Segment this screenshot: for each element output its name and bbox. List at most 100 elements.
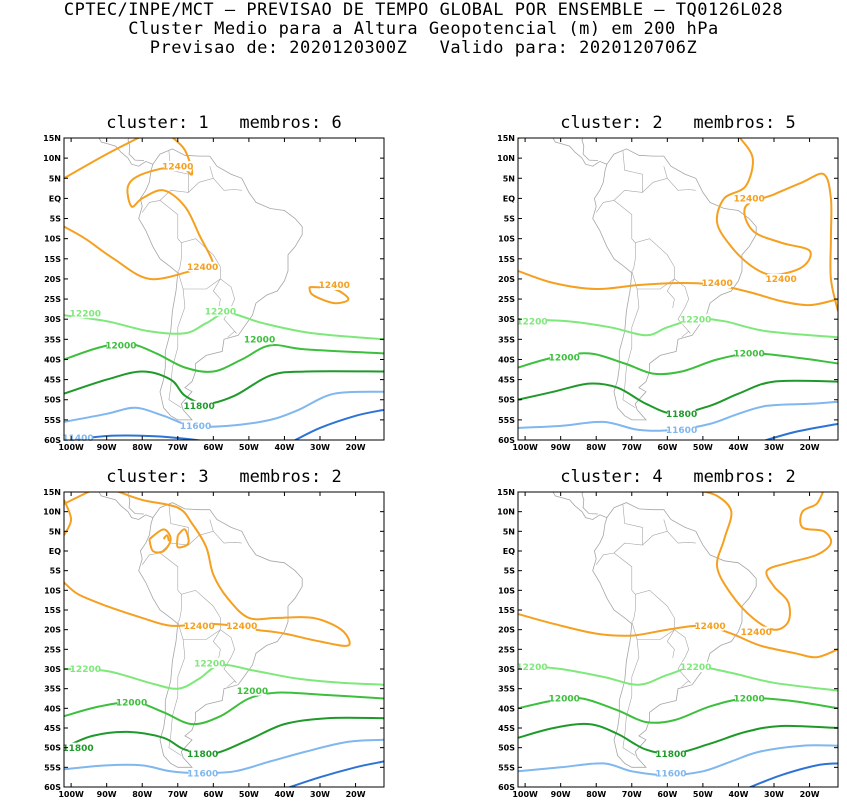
country-border <box>159 150 189 201</box>
lon-tick-label: 70W <box>168 790 188 799</box>
lon-tick-label: 90W <box>97 790 117 799</box>
country-border <box>177 594 182 623</box>
lon-tick-label: 100W <box>58 443 84 452</box>
lon-tick-label: 60W <box>203 443 223 452</box>
lon-tick-label: 60W <box>203 790 223 799</box>
contour-label: 12000 <box>116 699 147 709</box>
contour-line-11600 <box>518 744 838 777</box>
country-border <box>188 166 214 193</box>
contour-line-12400 <box>64 138 215 281</box>
country-border <box>168 639 186 756</box>
country-border <box>666 278 675 308</box>
contour-label: 12000 <box>733 350 764 360</box>
contour-line-12400 <box>715 138 838 312</box>
lat-tick-label: 35S <box>44 335 61 344</box>
contour-label: 12400 <box>162 162 193 172</box>
lat-tick-label: 15S <box>44 606 61 615</box>
lon-tick-label: 70W <box>622 443 642 452</box>
contour-label: 11600 <box>180 422 211 432</box>
lat-tick-label: 55S <box>498 763 515 772</box>
lat-tick-label: 15N <box>497 134 515 143</box>
lat-tick-label: 5N <box>49 174 61 183</box>
contour-line-12400 <box>64 492 351 647</box>
contour-line-12400 <box>176 528 190 549</box>
contour-label: 11400 <box>62 434 93 444</box>
lat-tick-label: 25S <box>44 295 61 304</box>
contour-label: 12200 <box>70 665 101 675</box>
lat-tick-label: 10S <box>498 586 515 595</box>
contour-line-12000 <box>64 691 384 726</box>
contour-line-11600 <box>64 738 384 775</box>
coastline-layer <box>98 138 303 421</box>
country-border <box>213 178 242 191</box>
axis-ticks: 15N 10N 5N EQ 5S 10S 15S 20S 25S 30S 35S 40S 45S 50S 5… <box>43 134 384 452</box>
lat-tick-label: 25S <box>498 645 515 654</box>
panel-1-title: cluster: 1 membros: 6 <box>106 113 342 133</box>
contour-label: 12200 <box>516 317 547 327</box>
contour-label: 12200 <box>194 659 225 669</box>
lat-tick-label: EQ <box>503 547 515 556</box>
contour-label: 12400 <box>741 628 772 638</box>
lon-tick-label: 30W <box>310 790 330 799</box>
contour-label: 12200 <box>70 309 101 319</box>
panel-3-title: cluster: 3 membros: 2 <box>106 467 342 487</box>
coastline-layer <box>98 492 303 768</box>
lon-tick-label: 50W <box>239 443 259 452</box>
map-frame <box>517 137 839 441</box>
lat-tick-label: 10N <box>497 154 515 163</box>
coastline-south-america <box>592 502 757 768</box>
lat-tick-label: 30S <box>44 315 61 324</box>
lat-tick-label: 25S <box>498 295 515 304</box>
lon-tick-label: 70W <box>622 790 642 799</box>
lat-tick-label: 40S <box>498 355 515 364</box>
lat-tick-label: 50S <box>44 744 61 753</box>
lat-tick-label: 55S <box>498 416 515 425</box>
lon-tick-label: 30W <box>764 790 784 799</box>
country-border <box>631 242 636 272</box>
lon-tick-label: 50W <box>693 443 713 452</box>
contour-line-12400 <box>148 528 172 554</box>
contour-label: 11800 <box>187 750 218 760</box>
lon-tick-label: 100W <box>512 790 538 799</box>
contour-label: 12400 <box>765 275 796 285</box>
lat-tick-label: 15S <box>498 255 515 264</box>
lat-tick-label: 40S <box>44 355 61 364</box>
axis-ticks: 15N 10N 5N EQ 5S 10S 15S 20S 25S 30S 35S 40S 45S 50S 5… <box>497 488 838 799</box>
country-border <box>212 278 221 308</box>
lat-tick-label: 35S <box>498 685 515 694</box>
contour-layer <box>64 492 384 787</box>
contour-label: 12200 <box>205 307 236 317</box>
contour-labels: 12400 12400 12400 12200 12200 12000 12000 11800… <box>516 193 797 436</box>
contour-line-11800 <box>64 370 384 405</box>
lon-tick-label: 40W <box>728 443 748 452</box>
lon-tick-label: 70W <box>168 443 188 452</box>
lat-tick-label: 35S <box>498 335 515 344</box>
map-panel-cluster-2: 12400 12400 12400 12200 12200 12000 12000 11800… <box>497 134 839 452</box>
lon-tick-label: 20W <box>346 443 366 452</box>
contour-labels: 12400 12400 12400 12200 12200 12000 12000 11800… <box>62 161 350 444</box>
lat-tick-label: 30S <box>44 665 61 674</box>
contour-label: 12000 <box>549 695 580 705</box>
lat-tick-label: 60S <box>498 783 515 792</box>
lat-tick-label: 60S <box>498 436 515 445</box>
contour-line-12400 <box>518 269 838 307</box>
lon-tick-label: 40W <box>728 790 748 799</box>
country-border <box>613 200 691 334</box>
lon-tick-label: 80W <box>132 443 152 452</box>
lat-tick-label: 10S <box>498 235 515 244</box>
contour-label: 12200 <box>516 663 547 673</box>
contour-label: 12400 <box>319 281 350 291</box>
country-border <box>227 680 237 687</box>
coastline-central-america <box>127 492 145 515</box>
country-border <box>631 270 675 290</box>
contour-line-11400 <box>763 422 838 440</box>
country-border <box>613 552 691 684</box>
contour-label: 12400 <box>187 263 218 273</box>
contour-line-12400 <box>162 534 170 542</box>
lon-tick-label: 90W <box>551 443 571 452</box>
country-border <box>667 178 696 191</box>
lon-tick-label: 30W <box>310 443 330 452</box>
lat-tick-label: 15N <box>43 488 61 497</box>
coastline-layer <box>552 492 757 768</box>
contour-label: 12200 <box>680 663 711 673</box>
